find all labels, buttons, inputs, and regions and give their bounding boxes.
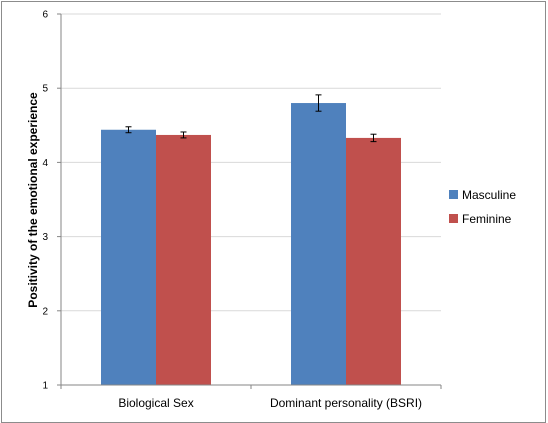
legend-swatch bbox=[449, 214, 458, 223]
y-tick-label: 1 bbox=[42, 381, 48, 392]
bar bbox=[291, 103, 346, 385]
y-axis-label: Positivity of the emotional experience bbox=[26, 92, 40, 308]
legend-swatch bbox=[449, 190, 458, 199]
legend: Masculine Feminine bbox=[449, 188, 516, 226]
bars bbox=[101, 94, 401, 385]
legend-label: Masculine bbox=[462, 188, 516, 202]
x-category-label: Biological Sex bbox=[118, 396, 193, 410]
y-tick-label: 4 bbox=[42, 158, 48, 169]
bar bbox=[101, 129, 156, 385]
legend-label: Feminine bbox=[462, 212, 512, 226]
x-category-label: Dominant personality (BSRI) bbox=[270, 396, 422, 410]
y-axis: 1 2 3 4 5 6 bbox=[42, 10, 62, 392]
bar bbox=[346, 137, 401, 385]
bar bbox=[156, 134, 211, 385]
y-tick-label: 5 bbox=[42, 84, 48, 95]
x-axis: Biological Sex Dominant personality (BSRI… bbox=[60, 384, 442, 410]
y-tick-label: 3 bbox=[42, 232, 48, 243]
y-tick-label: 2 bbox=[42, 306, 48, 317]
y-tick-label: 6 bbox=[42, 10, 48, 21]
